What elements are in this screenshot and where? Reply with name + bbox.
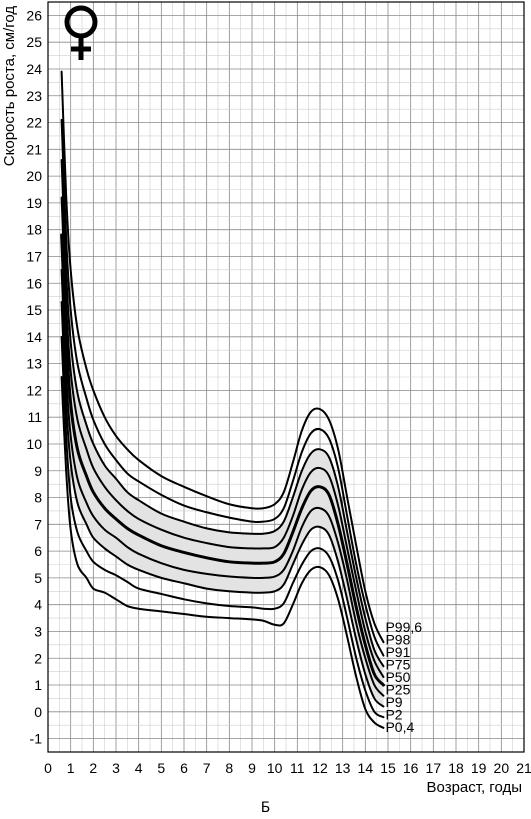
plot-frame: [47, 1, 525, 753]
x-tick-label: 3: [112, 760, 120, 776]
percentile-label: P99,6: [385, 619, 422, 635]
y-tick-label: 11: [27, 409, 42, 425]
y-axis-ticks: -101234567891011121314151617181920212223…: [26, 7, 42, 746]
y-tick-label: 20: [26, 168, 42, 184]
percentile-curve-p9: [60, 301, 385, 708]
percentile-label: P50: [385, 669, 410, 685]
percentile-label: P2: [385, 706, 402, 722]
x-tick-label: 8: [225, 760, 233, 776]
percentile-curve-p91: [60, 159, 385, 668]
y-tick-label: 1: [34, 677, 42, 693]
y-tick-label: 5: [34, 570, 42, 586]
x-tick-label: 17: [426, 760, 442, 776]
y-tick-label: 19: [26, 195, 42, 211]
x-tick-label: 18: [448, 760, 464, 776]
x-tick-label: 14: [358, 760, 374, 776]
female-symbol-icon: [64, 5, 98, 60]
x-tick-label: 19: [471, 760, 487, 776]
y-tick-label: 13: [26, 356, 42, 372]
y-tick-label: 23: [26, 88, 42, 104]
x-tick-label: 20: [494, 760, 510, 776]
percentile-curve-p98: [60, 118, 385, 657]
y-tick-label: 15: [26, 302, 42, 318]
y-tick-label: 0: [34, 704, 42, 720]
y-tick-label: -1: [30, 731, 43, 747]
percentile-label: P75: [385, 656, 410, 672]
y-tick-label: 7: [34, 516, 42, 532]
x-tick-label: 15: [380, 760, 396, 776]
x-tick-label: 16: [403, 760, 419, 776]
percentile-curve-p75: [60, 196, 385, 678]
y-tick-label: 16: [26, 275, 42, 291]
x-tick-label: 6: [180, 760, 188, 776]
x-tick-label: 21: [516, 760, 531, 776]
percentile-label: P0,4: [385, 719, 414, 735]
x-tick-label: 13: [335, 760, 351, 776]
x-tick-label: 4: [135, 760, 143, 776]
percentile-curve-p2: [60, 335, 385, 719]
y-tick-label: 6: [34, 543, 42, 559]
y-tick-label: 25: [26, 34, 42, 50]
x-tick-label: 9: [248, 760, 256, 776]
y-tick-label: 17: [26, 248, 42, 264]
y-tick-label: 10: [26, 436, 42, 452]
x-axis-ticks: 0 1 2 3 4 5 6 7 8 9 10 11 12 13 14 15 16 17 18 19 20 21: [44, 760, 531, 776]
chart-grid: [47, 1, 525, 753]
y-tick-label: 22: [26, 115, 42, 131]
percentile-label: P98: [385, 631, 410, 647]
shaded-band-p9-p91: [61, 160, 384, 707]
y-tick-label: 18: [26, 222, 42, 238]
x-tick-label: 0: [44, 760, 52, 776]
x-axis-label: Возраст, годы: [427, 779, 522, 796]
x-tick-label: 10: [267, 760, 283, 776]
percentile-curve-p50: [60, 233, 385, 687]
y-tick-label: 4: [34, 597, 42, 613]
y-tick-label: 26: [26, 7, 42, 23]
percentile-curves: [60, 70, 385, 729]
percentile-curve-p99-6: [60, 70, 385, 644]
y-tick-label: 14: [26, 329, 42, 345]
x-tick-label: 11: [290, 760, 305, 776]
percentile-label: P25: [385, 681, 410, 697]
x-tick-label: 2: [89, 760, 97, 776]
percentile-curve-p0-4: [60, 376, 385, 729]
y-tick-label: 9: [34, 463, 42, 479]
y-tick-label: 12: [26, 382, 42, 398]
percentile-label: P91: [385, 644, 410, 660]
y-tick-label: 24: [26, 61, 42, 77]
percentile-curve-p25: [60, 268, 385, 697]
y-tick-label: 8: [34, 490, 42, 506]
x-tick-label: 7: [203, 760, 211, 776]
y-tick-label: 2: [34, 650, 42, 666]
percentile-label: P9: [385, 694, 402, 710]
y-axis-label: Скорость роста, см/год: [1, 6, 18, 167]
y-tick-label: 3: [34, 623, 42, 639]
figure-caption: Б: [260, 800, 271, 816]
x-tick-label: 5: [157, 760, 165, 776]
x-tick-label: 12: [312, 760, 328, 776]
x-tick-label: 1: [67, 760, 75, 776]
y-tick-label: 21: [26, 141, 42, 157]
